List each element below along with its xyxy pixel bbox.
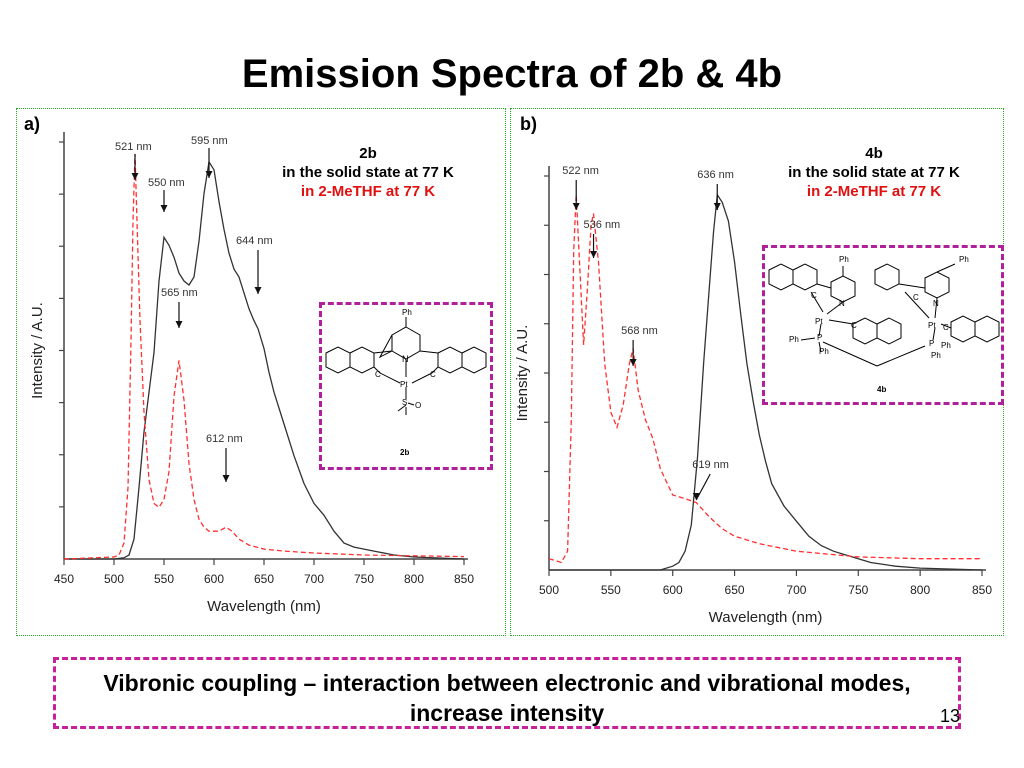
chart-2b-peak-label: 595 nm xyxy=(191,135,228,147)
chart-2b-peak-label: 550 nm xyxy=(148,177,185,189)
vibronic-note-text: Vibronic coupling – interaction between … xyxy=(103,670,911,726)
legend-4b-solution: in 2-MeTHF at 77 K xyxy=(806,183,942,200)
legend-4b-compound: 4b xyxy=(865,145,883,162)
legend-2b-solution: in 2-MeTHF at 77 K xyxy=(300,183,436,200)
chart-2b-x-tick-label: 650 xyxy=(254,572,274,586)
chart-2b-series-solid-line xyxy=(64,160,465,560)
legend-2b-compound: 2b xyxy=(359,145,377,162)
structure-2b-pt: Pt xyxy=(400,380,408,389)
chart-2b-x-tick-label: 500 xyxy=(104,572,124,586)
structure-4b-pt-right: Pt xyxy=(928,321,936,330)
structure-4b-ph-pr-1: Ph xyxy=(941,341,951,350)
structure-4b-c-4: C xyxy=(943,323,949,332)
panel-a-frame xyxy=(16,108,506,636)
structure-4b-n-right: N xyxy=(933,299,939,308)
chart-2b-peak-arrowhead xyxy=(222,475,230,482)
structure-4b-drawing: Ph Ph N N C C C C Pt Pt P P Ph Ph Ph Ph … xyxy=(768,255,1000,394)
structure-4b-p-left: P xyxy=(817,333,822,342)
vibronic-note-box: Vibronic coupling – interaction between … xyxy=(53,657,961,729)
structure-4b-c-1: C xyxy=(811,291,817,300)
chart-2b-peak-arrowhead xyxy=(205,171,213,178)
structure-4b-n-left: N xyxy=(839,299,845,308)
structure-4b-ph-left: Ph xyxy=(839,255,849,264)
structure-4b-ph-pr-2: Ph xyxy=(931,351,941,360)
structure-4b-caption: 4b xyxy=(877,385,886,394)
chart-2b-x-tick-label: 700 xyxy=(304,572,324,586)
structure-4b-ph-right: Ph xyxy=(959,255,969,264)
chart-2b-peak-arrowhead xyxy=(254,287,262,294)
chart-2b-peak-label: 644 nm xyxy=(236,235,273,247)
chart-2b-x-tick-label: 550 xyxy=(154,572,174,586)
structure-4b-p-right: P xyxy=(929,339,934,348)
chart-2b-y-axis-label: Intensity / A.U. xyxy=(29,302,46,399)
slide-title: Emission Spectra of 2b & 4b xyxy=(241,52,783,96)
structure-4b-c-2: C xyxy=(851,321,857,330)
structure-4b-inset: Ph Ph N N C C C C Pt Pt P P Ph Ph Ph Ph … xyxy=(762,245,1004,405)
structure-2b-n: N xyxy=(402,354,409,364)
structure-2b-caption: 2b xyxy=(400,448,409,457)
chart-2b-x-tick-label: 750 xyxy=(354,572,374,586)
structure-2b-inset: Ph N Pt C C S O 2b xyxy=(319,302,493,470)
structure-2b-c-right: C xyxy=(430,370,436,379)
chart-2b-x-axis-label: Wavelength (nm) xyxy=(207,598,321,615)
structure-2b-c-left: C xyxy=(375,370,381,379)
chart-2b-x-tick-label: 450 xyxy=(54,572,74,586)
structure-2b-s: S xyxy=(402,398,407,407)
chart-2b-peak-label: 565 nm xyxy=(161,287,198,299)
structure-4b-c-3: C xyxy=(913,293,919,302)
chart-2b-x-tick-label: 800 xyxy=(404,572,424,586)
panel-b-letter: b) xyxy=(520,114,537,134)
chart-2b-x-tick-label: 850 xyxy=(454,572,474,586)
structure-4b-pt-left: Pt xyxy=(815,317,823,326)
chart-2b-peak-label: 612 nm xyxy=(206,433,243,445)
structure-4b-ph-pl-1: Ph xyxy=(789,335,799,344)
structure-2b-drawing: Ph N Pt C C S O 2b xyxy=(325,308,487,457)
structure-2b-o: O xyxy=(415,401,421,410)
chart-2b-series-solution-line xyxy=(63,153,465,560)
structure-4b-ph-pl-2: Ph xyxy=(819,347,829,356)
chart-2b-peak-arrowhead xyxy=(160,205,168,212)
legend-4b-solid: in the solid state at 77 K xyxy=(788,164,960,181)
chart-2b-peak-label: 521 nm xyxy=(115,141,152,153)
legend-4b: 4b in the solid state at 77 K in 2-MeTHF… xyxy=(756,144,992,201)
legend-2b-solid: in the solid state at 77 K xyxy=(282,164,454,181)
chart-2b-peak-arrowhead xyxy=(175,321,183,328)
legend-2b: 2b in the solid state at 77 K in 2-MeTHF… xyxy=(250,144,486,201)
slide-number: 13 xyxy=(940,706,961,726)
panel-a-letter: a) xyxy=(24,114,41,134)
structure-2b-ph: Ph xyxy=(402,308,412,317)
chart-2b-peak-arrowhead xyxy=(131,173,139,180)
chart-2b-x-tick-label: 600 xyxy=(204,572,224,586)
